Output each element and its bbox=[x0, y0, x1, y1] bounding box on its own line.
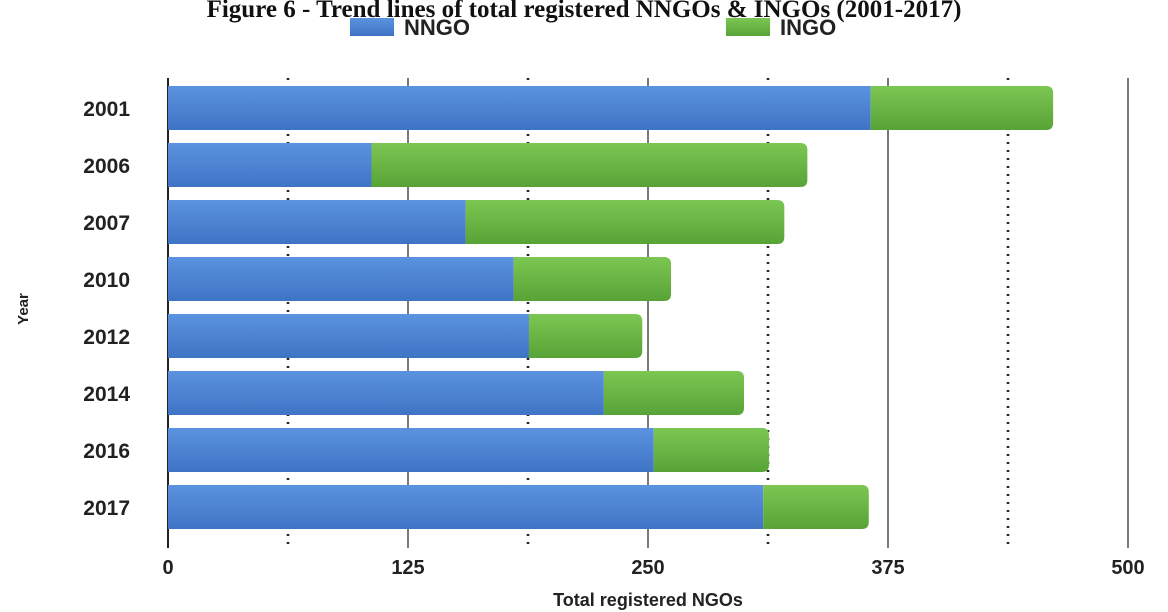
bar-ingo-2017 bbox=[763, 485, 869, 529]
x-tick-label: 500 bbox=[1111, 557, 1144, 579]
bar-ingo-2001 bbox=[870, 86, 1054, 130]
legend-label-nngo: NNGO bbox=[404, 15, 470, 40]
category-label: 2014 bbox=[83, 383, 130, 406]
category-label: 2006 bbox=[83, 155, 130, 178]
bar-ingo-2010 bbox=[513, 257, 672, 301]
bars bbox=[168, 86, 1054, 529]
category-labels: 2001 2006 2007 2010 2012 2014 2016 2017 bbox=[83, 98, 130, 520]
legend-label-ingo: INGO bbox=[780, 15, 836, 40]
x-axis-title: Total registered NGOs bbox=[553, 590, 743, 610]
bar-nngo-2010 bbox=[168, 257, 514, 301]
bar-ingo-2007 bbox=[465, 200, 785, 244]
bar-nngo-2007 bbox=[168, 200, 466, 244]
bar-nngo-2006 bbox=[168, 143, 372, 187]
category-label: 2017 bbox=[83, 497, 130, 520]
bar-nngo-2016 bbox=[168, 428, 654, 472]
category-label: 2007 bbox=[83, 212, 130, 235]
category-label: 2012 bbox=[83, 326, 130, 349]
bar-nngo-2012 bbox=[168, 314, 529, 358]
x-tick-label: 0 bbox=[162, 557, 173, 579]
x-tick-labels: 0 125 250 375 500 bbox=[162, 557, 1144, 579]
category-label: 2016 bbox=[83, 440, 130, 463]
bar-ingo-2012 bbox=[528, 314, 643, 358]
x-tick-label: 125 bbox=[391, 557, 424, 579]
legend-swatch-nngo bbox=[350, 18, 394, 36]
chart-title: Figure 6 - Trend lines of total register… bbox=[207, 0, 962, 23]
category-label: 2001 bbox=[83, 98, 130, 121]
legend-swatch-ingo bbox=[726, 18, 770, 36]
bar-nngo-2001 bbox=[168, 86, 871, 130]
bar-ingo-2016 bbox=[653, 428, 769, 472]
y-axis-title: Year bbox=[15, 293, 32, 325]
bar-nngo-2017 bbox=[168, 485, 764, 529]
bar-nngo-2014 bbox=[168, 371, 604, 415]
category-label: 2010 bbox=[83, 269, 130, 292]
bar-ingo-2006 bbox=[371, 143, 808, 187]
x-tick-label: 375 bbox=[871, 557, 904, 579]
x-tick-label: 250 bbox=[631, 557, 664, 579]
legend: NNGO INGO bbox=[350, 15, 836, 40]
bar-ingo-2014 bbox=[603, 371, 744, 415]
